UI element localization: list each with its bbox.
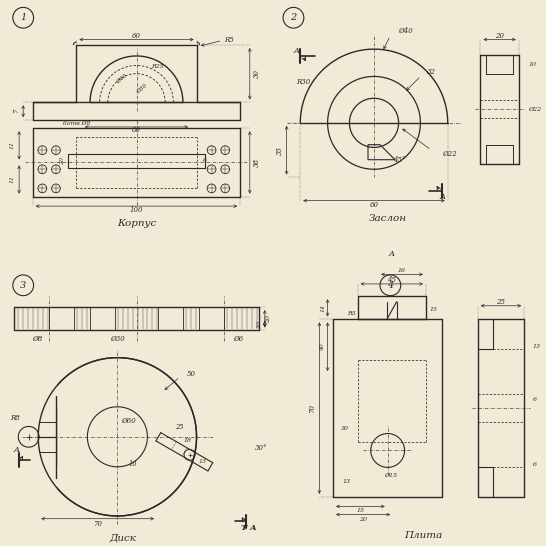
Bar — [0, 352, 56, 521]
Text: 25: 25 — [496, 298, 506, 306]
Text: 80: 80 — [132, 127, 141, 134]
Text: 100: 100 — [130, 206, 143, 214]
Text: Ø60: Ø60 — [122, 417, 136, 424]
Text: Ø40: Ø40 — [399, 27, 413, 35]
Text: 70: 70 — [93, 520, 102, 527]
Text: 50: 50 — [187, 370, 195, 378]
Text: 30: 30 — [341, 426, 349, 431]
Text: T A: T A — [241, 524, 256, 532]
Text: Ø40: Ø40 — [115, 73, 128, 85]
Text: 10: 10 — [529, 62, 536, 67]
Text: 32: 32 — [428, 68, 436, 76]
Text: 20: 20 — [60, 157, 66, 165]
Text: R8: R8 — [10, 414, 20, 422]
Text: A: A — [440, 193, 445, 201]
Text: 45°: 45° — [393, 156, 406, 164]
Text: Плита: Плита — [404, 531, 442, 539]
Text: Ø30: Ø30 — [135, 83, 149, 94]
Text: 13: 13 — [199, 459, 207, 465]
Text: Ø6: Ø6 — [234, 335, 244, 342]
Text: 60: 60 — [370, 201, 378, 209]
Text: 3: 3 — [20, 281, 26, 290]
Text: 15: 15 — [430, 307, 438, 312]
Text: 4: 4 — [387, 281, 394, 290]
Text: Ø30: Ø30 — [110, 335, 125, 342]
Text: 13: 13 — [532, 343, 541, 348]
Text: 10: 10 — [257, 320, 262, 328]
Text: 18: 18 — [183, 438, 192, 443]
Text: 35: 35 — [276, 146, 284, 155]
Text: 30: 30 — [253, 69, 260, 78]
Text: 2: 2 — [290, 13, 296, 22]
Text: 20: 20 — [495, 32, 504, 40]
Text: Корпус: Корпус — [117, 219, 156, 228]
Text: Ø22: Ø22 — [529, 106, 542, 112]
Text: A: A — [14, 447, 20, 454]
Text: 1: 1 — [20, 13, 26, 22]
Text: R25: R25 — [151, 64, 164, 69]
Text: 11: 11 — [10, 141, 15, 150]
Text: 40: 40 — [320, 343, 325, 351]
Text: R5: R5 — [224, 35, 234, 44]
Text: 6: 6 — [532, 462, 536, 467]
Text: A: A — [293, 46, 299, 55]
Text: 7: 7 — [13, 109, 20, 114]
Text: Ø15: Ø15 — [384, 472, 397, 478]
Text: 6отв Ø8: 6отв Ø8 — [63, 121, 90, 126]
Text: 60: 60 — [132, 32, 141, 40]
Text: 38: 38 — [253, 158, 260, 167]
Text: 45: 45 — [387, 276, 396, 284]
Text: 25: 25 — [175, 423, 183, 431]
Text: 30°: 30° — [255, 444, 268, 452]
Text: 70: 70 — [308, 403, 317, 413]
Text: Ø22: Ø22 — [442, 150, 457, 158]
Text: 11: 11 — [10, 175, 15, 183]
Text: R30: R30 — [296, 78, 310, 86]
Text: 6: 6 — [203, 158, 207, 163]
Text: 14: 14 — [320, 304, 325, 312]
Text: R5: R5 — [347, 311, 355, 316]
Text: 13: 13 — [343, 479, 351, 484]
Text: Диск: Диск — [109, 533, 136, 542]
Text: 10: 10 — [128, 460, 137, 468]
Text: 16: 16 — [398, 268, 406, 273]
Text: Заслон: Заслон — [369, 214, 407, 223]
Text: 15: 15 — [357, 508, 364, 513]
Text: Ø8: Ø8 — [32, 335, 43, 342]
Text: 20: 20 — [266, 314, 271, 323]
Text: 20: 20 — [359, 517, 367, 522]
Text: A: A — [389, 250, 395, 258]
Text: 6: 6 — [532, 397, 536, 402]
